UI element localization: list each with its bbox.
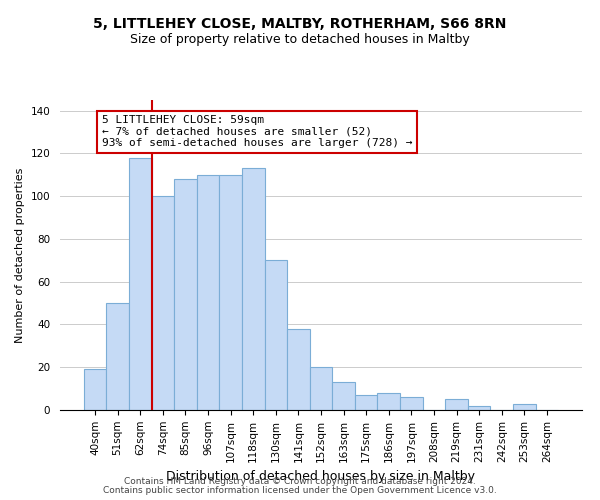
Bar <box>129 158 152 410</box>
Bar <box>220 175 242 410</box>
Text: Contains public sector information licensed under the Open Government Licence v3: Contains public sector information licen… <box>103 486 497 495</box>
Bar <box>174 179 197 410</box>
Bar <box>355 395 377 410</box>
Bar <box>377 393 400 410</box>
Bar <box>445 400 468 410</box>
Bar <box>106 303 129 410</box>
Bar <box>84 370 106 410</box>
Bar <box>400 397 422 410</box>
Bar <box>152 196 174 410</box>
X-axis label: Distribution of detached houses by size in Maltby: Distribution of detached houses by size … <box>167 470 476 483</box>
Text: Contains HM Land Registry data © Crown copyright and database right 2024.: Contains HM Land Registry data © Crown c… <box>124 477 476 486</box>
Y-axis label: Number of detached properties: Number of detached properties <box>15 168 25 342</box>
Bar <box>332 382 355 410</box>
Bar <box>287 329 310 410</box>
Bar <box>310 367 332 410</box>
Text: 5, LITTLEHEY CLOSE, MALTBY, ROTHERHAM, S66 8RN: 5, LITTLEHEY CLOSE, MALTBY, ROTHERHAM, S… <box>94 18 506 32</box>
Bar <box>265 260 287 410</box>
Bar <box>468 406 490 410</box>
Text: Size of property relative to detached houses in Maltby: Size of property relative to detached ho… <box>130 32 470 46</box>
Bar <box>513 404 536 410</box>
Bar <box>242 168 265 410</box>
Bar <box>197 175 220 410</box>
Text: 5 LITTLEHEY CLOSE: 59sqm
← 7% of detached houses are smaller (52)
93% of semi-de: 5 LITTLEHEY CLOSE: 59sqm ← 7% of detache… <box>102 115 412 148</box>
